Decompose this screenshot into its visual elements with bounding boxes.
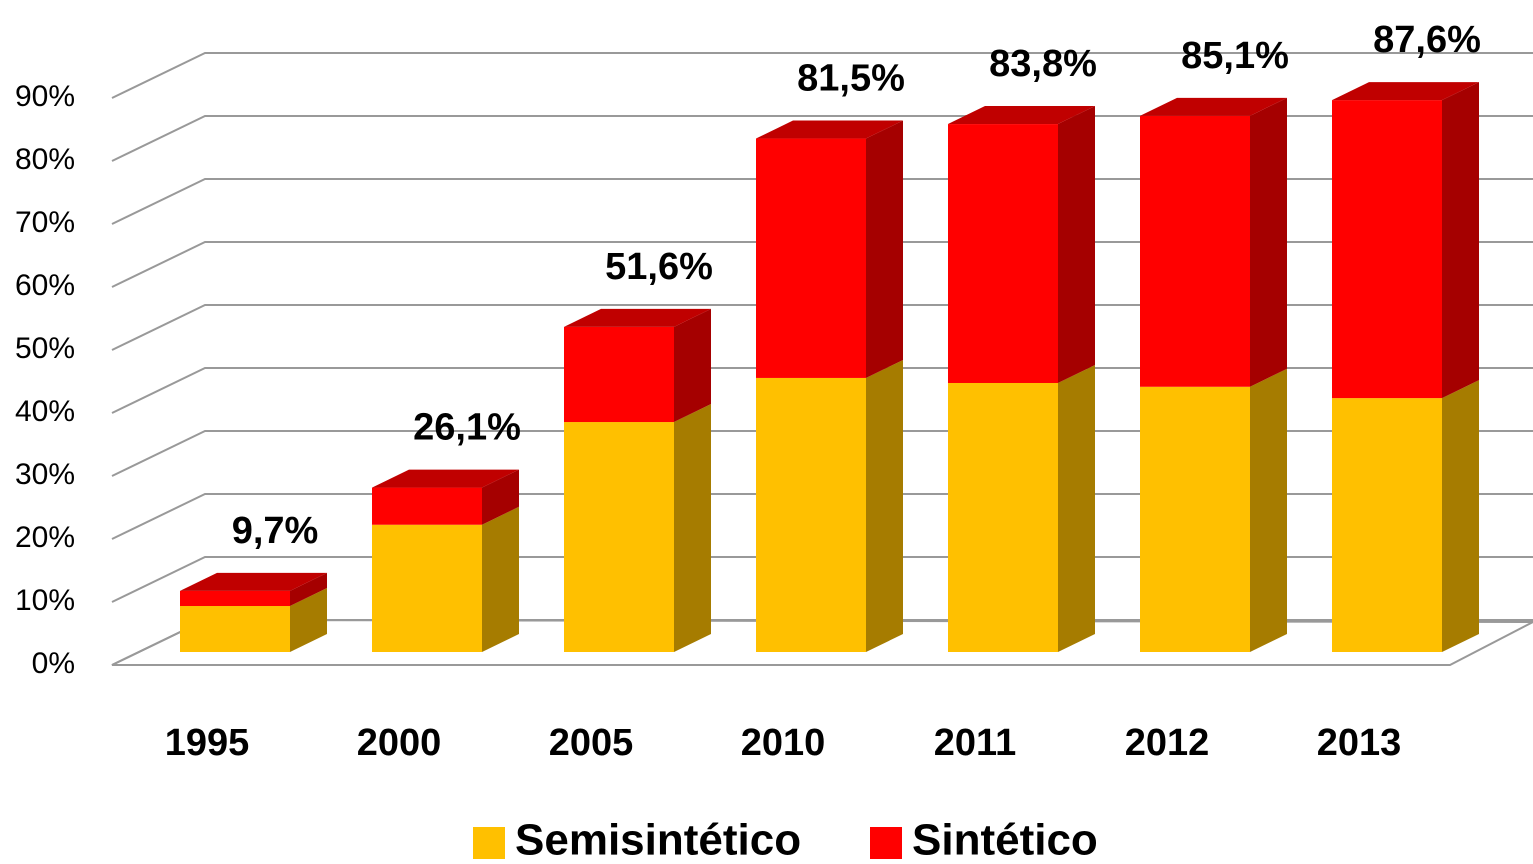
bar <box>1332 398 1442 652</box>
bar-side <box>1442 380 1479 652</box>
bar-side <box>290 588 327 652</box>
y-tick-label: 50% <box>15 332 75 365</box>
total-label: 83,8% <box>989 43 1097 85</box>
bar-side <box>1250 97 1287 387</box>
bar-top <box>1140 97 1287 116</box>
x-tick-label: 2005 <box>549 722 634 764</box>
bar <box>372 524 482 652</box>
bar-side <box>674 308 711 423</box>
y-tick-label: 0% <box>32 647 75 680</box>
bar <box>180 606 290 652</box>
legend-label: Sintético <box>912 816 1098 864</box>
bar-top <box>756 120 903 139</box>
x-tick-label: 2010 <box>741 722 826 764</box>
bar <box>1140 115 1250 387</box>
x-tick-label: 2013 <box>1317 722 1402 764</box>
bar-side <box>866 359 903 652</box>
x-tick-label: 2000 <box>357 722 442 764</box>
bar-side <box>1442 82 1479 399</box>
bar <box>948 382 1058 652</box>
legend-label: Semisintético <box>515 816 801 864</box>
bar <box>756 377 866 652</box>
y-tick-label: 90% <box>15 80 75 113</box>
total-label: 51,6% <box>605 246 713 288</box>
bar <box>1332 100 1442 399</box>
y-tick-label: 70% <box>15 206 75 239</box>
bar-side <box>482 469 519 525</box>
total-label: 9,7% <box>232 510 319 552</box>
grid-line <box>111 52 1533 99</box>
bar <box>180 590 290 607</box>
total-label: 87,6% <box>1373 19 1481 61</box>
bar-side <box>482 506 519 652</box>
x-tick-label: 2012 <box>1125 722 1210 764</box>
y-tick-label: 80% <box>15 143 75 176</box>
x-tick-label: 1995 <box>165 722 250 764</box>
bar <box>372 487 482 525</box>
y-tick-label: 40% <box>15 395 75 428</box>
bar <box>564 326 674 423</box>
legend-swatch <box>473 827 505 859</box>
total-label: 81,5% <box>797 58 905 100</box>
bar-top <box>180 572 327 591</box>
legend-swatch <box>870 827 902 859</box>
bar-side <box>1058 364 1095 652</box>
bar-top <box>948 106 1095 125</box>
bar-side <box>1250 368 1287 652</box>
bar-top <box>1332 82 1479 101</box>
bar <box>1140 386 1250 652</box>
y-tick-label: 20% <box>15 521 75 554</box>
bar-side <box>290 572 327 607</box>
bar <box>948 124 1058 383</box>
y-tick-label: 30% <box>15 458 75 491</box>
bar-side <box>674 404 711 652</box>
bar-top <box>564 308 711 327</box>
bar <box>564 422 674 652</box>
bar-side <box>1058 106 1095 383</box>
y-tick-label: 60% <box>15 269 75 302</box>
bar-side <box>866 120 903 378</box>
bar <box>756 138 866 378</box>
total-label: 85,1% <box>1181 35 1289 77</box>
x-tick-label: 2011 <box>934 722 1016 764</box>
total-label: 26,1% <box>413 407 521 449</box>
y-tick-label: 10% <box>15 584 75 617</box>
bar-top <box>372 469 519 488</box>
